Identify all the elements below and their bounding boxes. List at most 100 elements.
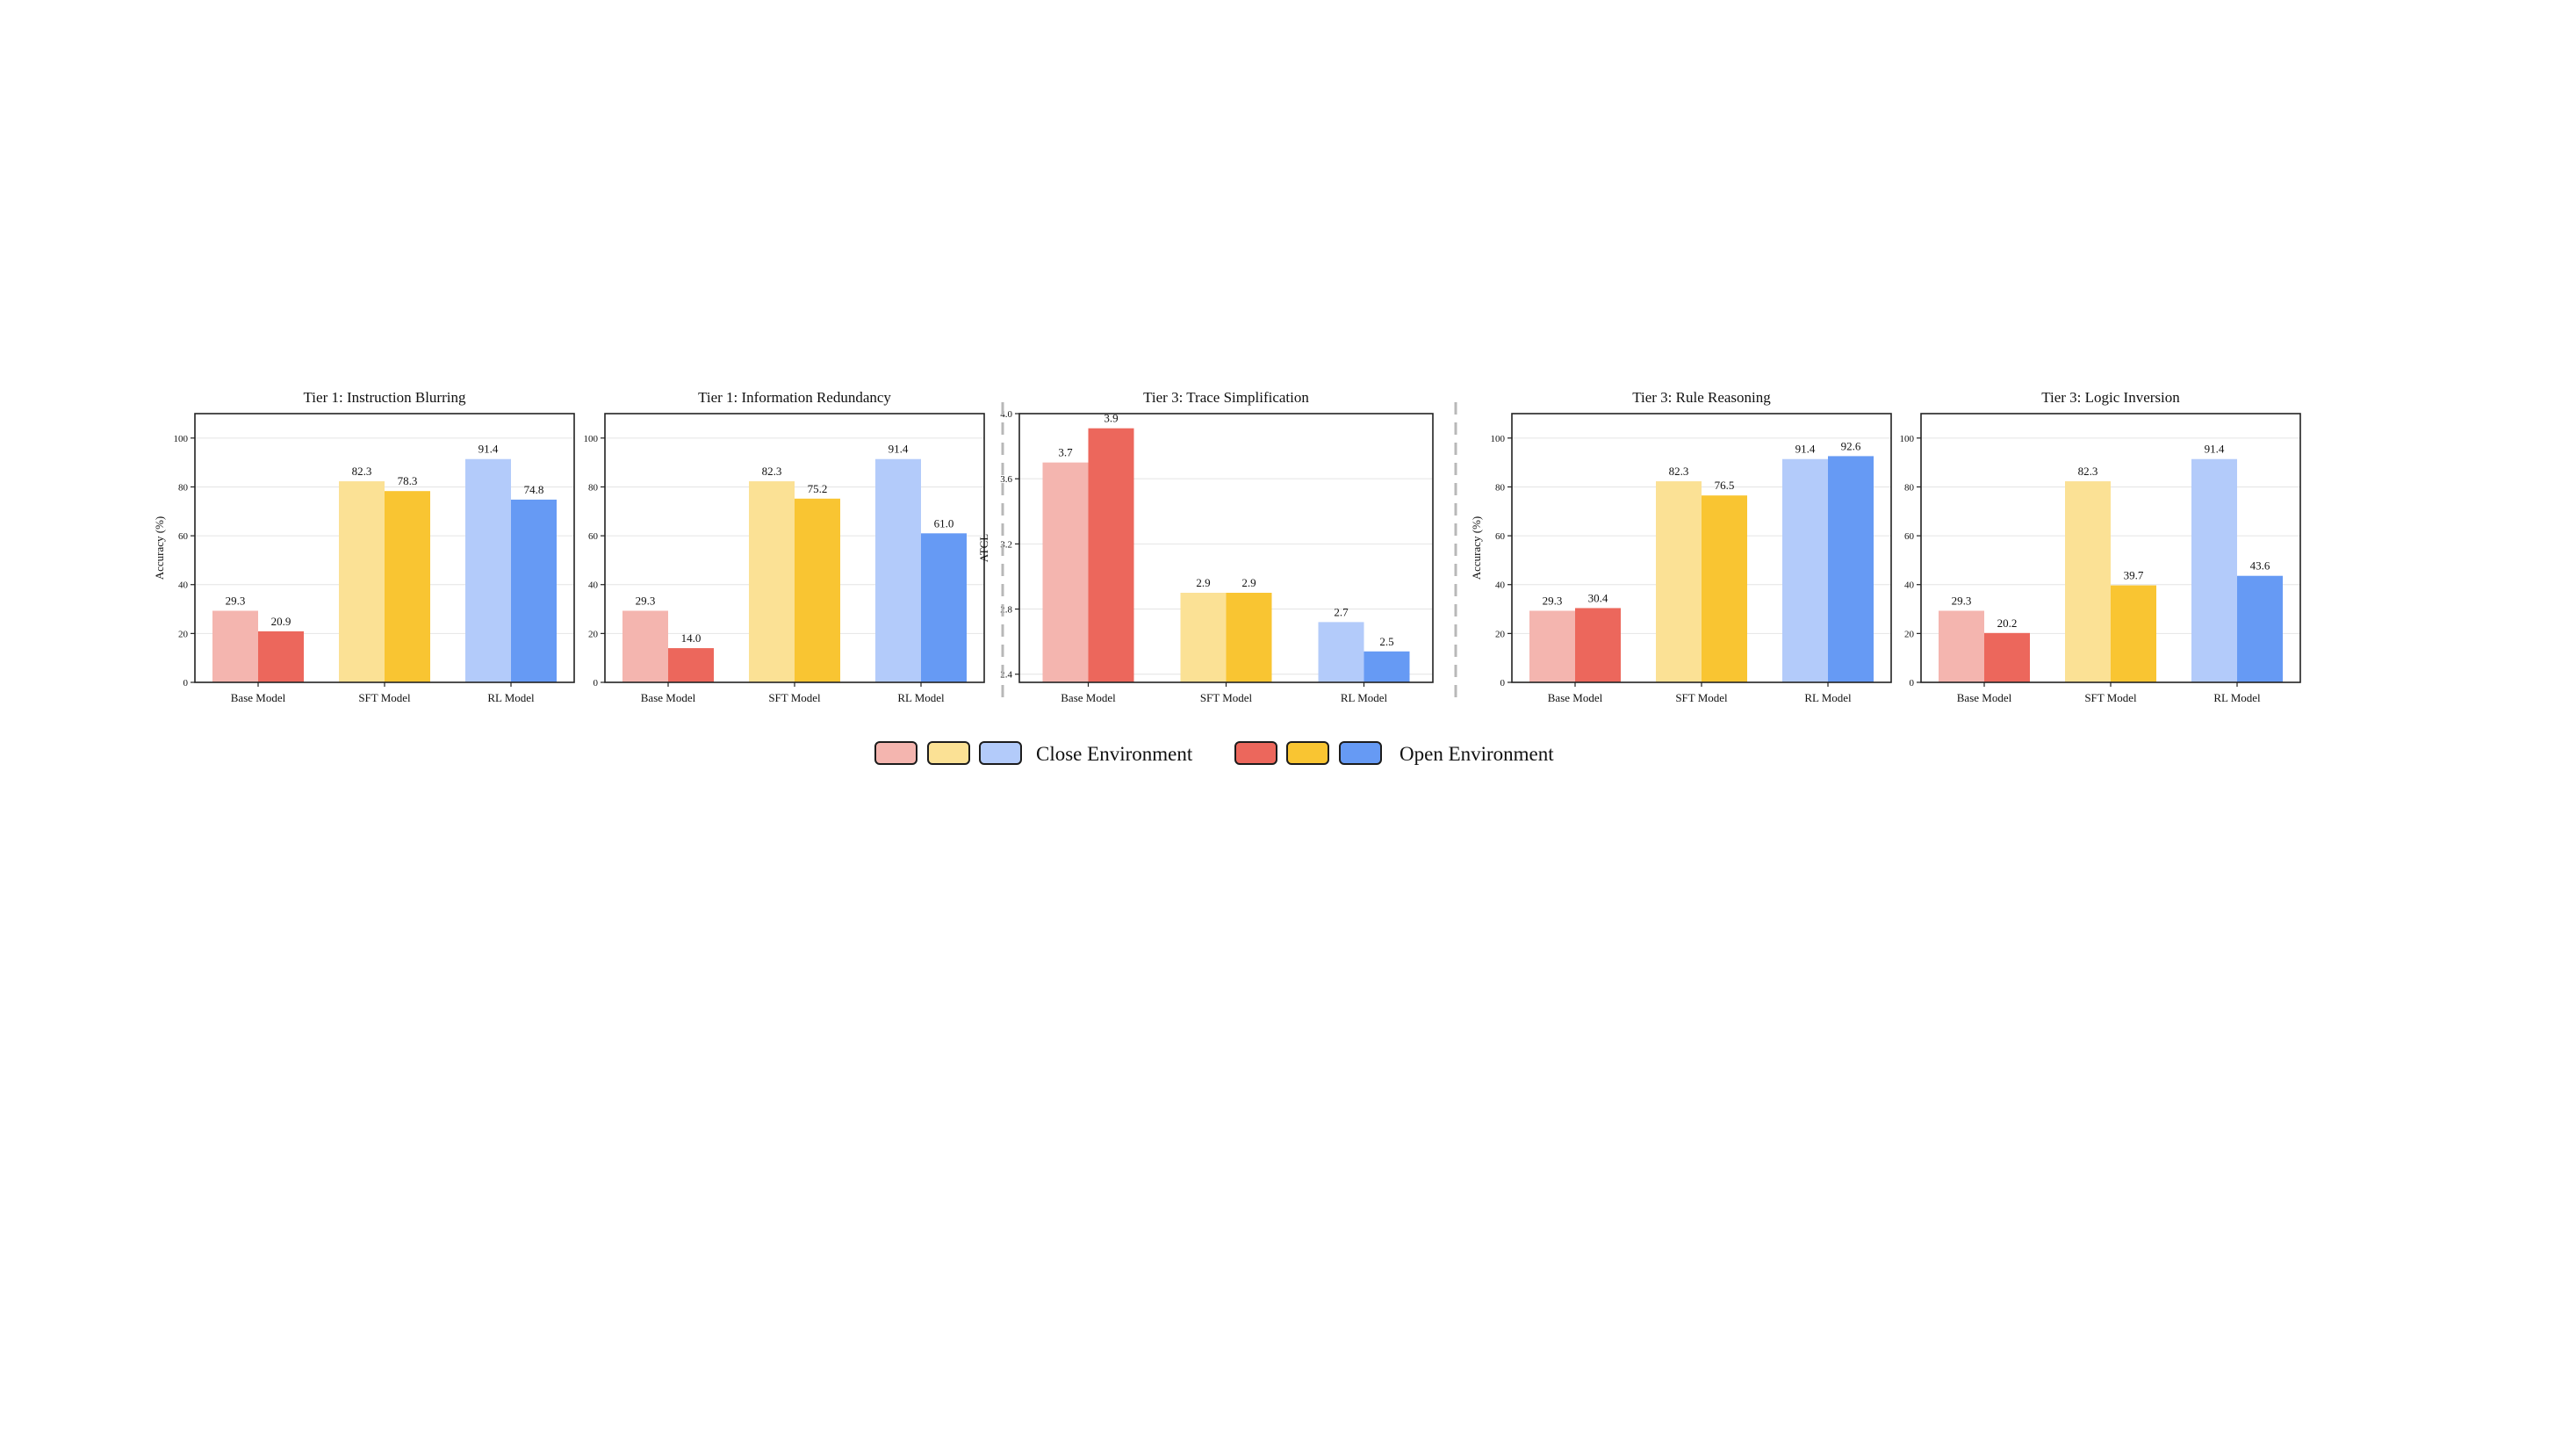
bar-open-2 — [1828, 456, 1874, 682]
data-label: 20.9 — [271, 615, 291, 628]
chart-panel-4: 0 20 40 60 80 100 29.3 30.4 Base Model 82.3 76.5 SF… — [1470, 389, 1892, 704]
y-tick-label: 80 — [588, 482, 599, 493]
legend-swatch-close-sft — [927, 741, 970, 765]
chart-panels: 0 20 40 60 80 100 29.3 20.9 Base Model 82.3 78.3 SF… — [153, 389, 2301, 704]
y-tick-label: 60 — [1495, 531, 1506, 542]
bar-close-0 — [1529, 610, 1575, 682]
data-label: 61.0 — [934, 516, 954, 530]
x-tick-label: Base Model — [1061, 691, 1116, 704]
legend: Close Environment Open Environment — [874, 741, 1554, 765]
plot-frame — [1018, 413, 1434, 683]
y-tick-label: 40 — [1495, 580, 1506, 591]
plot-frame — [1511, 413, 1892, 683]
x-tick-label: Base Model — [1957, 691, 2012, 704]
y-tick-label: 0 — [594, 678, 599, 688]
y-tick-label: 20 — [1495, 629, 1506, 639]
data-label: 92.6 — [1841, 439, 1861, 452]
data-label: 43.6 — [2250, 559, 2270, 573]
data-label: 82.3 — [762, 465, 782, 478]
data-label: 29.3 — [1952, 594, 1972, 607]
data-label: 2.9 — [1196, 576, 1210, 589]
x-tick-label: RL Model — [1804, 691, 1852, 704]
bar-close-0 — [1939, 610, 1984, 682]
bar-close-1 — [1656, 481, 1702, 682]
bar-open-1 — [385, 491, 430, 682]
y-tick-label: 20 — [1904, 629, 1915, 639]
chart-title: Tier 3: Logic Inversion — [2041, 389, 2180, 406]
legend-swatch-close-rl — [979, 741, 1022, 765]
y-tick-label: 60 — [1904, 531, 1915, 542]
x-tick-label: RL Model — [1341, 691, 1388, 704]
legend-swatch-open-rl — [1339, 741, 1382, 765]
data-label: 75.2 — [808, 482, 828, 495]
x-tick-label: SFT Model — [1200, 691, 1253, 704]
bar-open-2 — [511, 499, 557, 682]
data-label: 14.0 — [681, 631, 702, 645]
chart-panel-5: 0 20 40 60 80 100 29.3 20.2 Base Model 82.3 39.7 SF… — [1900, 389, 2301, 704]
data-label: 82.3 — [352, 465, 372, 478]
y-tick-label: 60 — [588, 531, 599, 542]
bar-open-0 — [258, 631, 304, 682]
y-tick-label: 0 — [183, 678, 189, 688]
bar-close-1 — [1180, 593, 1227, 682]
data-label: 78.3 — [398, 474, 418, 487]
bar-close-0 — [622, 610, 668, 682]
data-label: 82.3 — [1669, 465, 1689, 478]
data-label: 91.4 — [2205, 443, 2225, 456]
bar-open-0 — [1088, 428, 1134, 682]
y-tick-label: 20 — [178, 629, 189, 639]
y-tick-label: 40 — [178, 580, 189, 591]
x-tick-label: RL Model — [487, 691, 535, 704]
y-tick-label: 0 — [1910, 678, 1915, 688]
data-label: 30.4 — [1588, 591, 1608, 604]
y-tick-label: 40 — [1904, 580, 1915, 591]
bar-close-2 — [2191, 458, 2237, 682]
x-tick-label: Base Model — [1548, 691, 1603, 704]
y-tick-label: 20 — [588, 629, 599, 639]
y-tick-label: 100 — [1900, 434, 1915, 444]
y-axis-label: Accuracy (%) — [153, 516, 166, 580]
x-tick-label: Base Model — [231, 691, 286, 704]
data-label: 2.5 — [1379, 635, 1393, 648]
bar-open-0 — [668, 648, 714, 682]
data-label: 91.4 — [479, 443, 499, 456]
chart-panel-2: 0 20 40 60 80 100 29.3 14.0 Base Model 82.3 75.2 SF… — [584, 389, 985, 704]
bar-open-2 — [2237, 575, 2283, 682]
plot-frame — [604, 413, 985, 683]
data-label: 76.5 — [1715, 479, 1735, 492]
data-label: 82.3 — [2078, 465, 2098, 478]
data-label: 20.2 — [1997, 616, 2018, 630]
data-label: 91.4 — [889, 443, 909, 456]
data-label: 29.3 — [1543, 594, 1563, 607]
data-label: 2.9 — [1241, 576, 1256, 589]
data-label: 2.7 — [1334, 605, 1349, 618]
bar-open-1 — [2111, 585, 2156, 682]
data-label: 3.7 — [1058, 446, 1073, 459]
plot-frame — [1920, 413, 2301, 683]
chart-title: Tier 1: Information Redundancy — [698, 389, 891, 406]
y-tick-label: 40 — [588, 580, 599, 591]
legend-swatch-open-base — [1234, 741, 1277, 765]
legend-swatch-close-base — [874, 741, 917, 765]
x-tick-label: SFT Model — [1675, 691, 1728, 704]
legend-label-open: Open Environment — [1400, 743, 1554, 765]
bar-open-1 — [1226, 593, 1272, 682]
y-axis-label: Accuracy (%) — [1470, 516, 1483, 580]
data-label: 3.9 — [1104, 412, 1118, 425]
bar-open-1 — [1702, 495, 1747, 682]
x-tick-label: SFT Model — [768, 691, 821, 704]
bar-close-2 — [465, 458, 511, 682]
y-tick-label: 100 — [174, 434, 189, 444]
x-tick-label: RL Model — [897, 691, 945, 704]
plot-frame — [194, 413, 575, 683]
data-label: 91.4 — [1795, 443, 1816, 456]
bar-open-2 — [921, 533, 967, 682]
y-tick-label: 100 — [1491, 434, 1506, 444]
y-tick-label: 80 — [178, 482, 189, 493]
bar-open-1 — [795, 498, 840, 682]
y-tick-label: 80 — [1904, 482, 1915, 493]
bar-close-2 — [1318, 622, 1364, 682]
data-label: 74.8 — [524, 483, 544, 496]
